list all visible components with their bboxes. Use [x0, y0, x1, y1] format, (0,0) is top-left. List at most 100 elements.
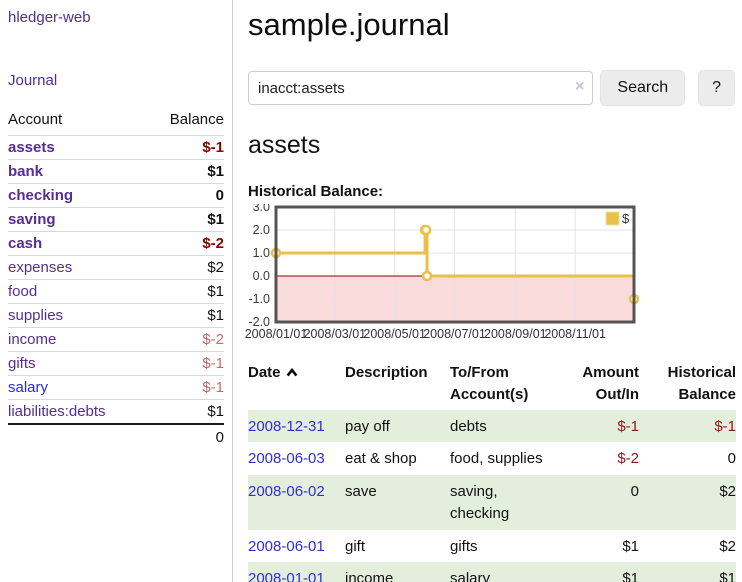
svg-text:1.0: 1.0 — [253, 246, 270, 260]
account-row: liabilities:debts $1 — [8, 399, 224, 424]
account-link[interactable]: saving — [8, 207, 147, 232]
account-link[interactable]: cash — [8, 231, 147, 256]
account-link[interactable]: checking — [8, 183, 147, 208]
account-heading: assets — [248, 131, 321, 159]
transaction-balance: $2 — [719, 483, 736, 500]
historical-balance-chart: $3.0 2.0 1.0 0.0 -1.0 -2.0 2008/01/01 2008/03/0… — [241, 200, 641, 344]
svg-text:2008/09/01: 2008/09/01 — [484, 327, 547, 341]
transaction-amount: 0 — [630, 483, 639, 500]
legend-label: $ — [622, 211, 630, 226]
transaction-balance: $-1 — [714, 417, 736, 435]
transaction-row: 2008-12-31 pay off debts $-1 $-1 — [248, 409, 736, 443]
account-row: saving $1 — [8, 207, 224, 232]
accounts-header-row: Account Balance — [8, 109, 224, 136]
svg-text:2008/11/01: 2008/11/01 — [544, 327, 606, 341]
page-title: sample.journal — [248, 7, 450, 42]
app-title-link[interactable]: hledger-web — [8, 9, 91, 26]
transaction-row: 2008-06-01 gift gifts $1 $2 — [248, 530, 736, 563]
nav-journal-link[interactable]: Journal — [8, 72, 58, 89]
account-row: cash $-2 — [8, 231, 224, 256]
transaction-amount: $-1 — [617, 417, 639, 435]
register-header-date-label: Date — [248, 364, 281, 381]
account-row: supplies $1 — [8, 303, 224, 328]
accounts-header-account: Account — [8, 111, 63, 128]
svg-text:-1.0: -1.0 — [248, 292, 270, 306]
accounts-header-balance: Balance — [169, 111, 224, 128]
account-balance: $-1 — [146, 135, 224, 160]
register-header-amount: Amount Out/In — [582, 364, 639, 403]
account-balance: $1 — [146, 399, 224, 424]
account-link[interactable]: gifts — [8, 351, 147, 376]
account-balance: $-2 — [146, 231, 224, 256]
accounts-table: Account Balance assets $-1 bank $1 checking 0… — [8, 109, 224, 450]
transaction-row: 2008-06-03 eat & shop food, supplies $-2 0 — [248, 442, 736, 475]
transaction-balance: 0 — [727, 450, 736, 468]
svg-text:2008/01/01: 2008/01/01 — [245, 327, 308, 341]
clear-search-icon[interactable]: × — [575, 78, 585, 95]
account-link[interactable]: food — [8, 279, 147, 304]
account-link[interactable]: salary — [8, 375, 147, 400]
account-balance: 0 — [146, 183, 224, 208]
account-link[interactable]: income — [8, 327, 147, 352]
search-input[interactable] — [248, 71, 594, 105]
transaction-row: 2008-06-02 save saving, checking 0 $2 — [248, 475, 736, 530]
help-button[interactable]: ? — [698, 70, 735, 106]
account-row: expenses $2 — [8, 255, 224, 280]
svg-text:3.0: 3.0 — [253, 204, 270, 214]
transaction-description: gift — [345, 537, 366, 555]
transaction-accounts: gifts — [450, 537, 478, 555]
account-row: income $-2 — [8, 327, 224, 352]
transaction-description: income — [345, 570, 394, 582]
account-row: bank $1 — [8, 159, 224, 184]
transaction-date-link[interactable]: 2008-06-01 — [248, 537, 325, 555]
account-link[interactable]: assets — [8, 135, 147, 160]
account-link[interactable]: liabilities:debts — [8, 399, 147, 424]
account-row: assets $-1 — [8, 135, 224, 160]
transaction-accounts: debts — [450, 417, 487, 435]
register-header-balance: Historical Balance — [667, 364, 736, 403]
accounts-total-value: 0 — [146, 423, 224, 450]
transaction-date-link[interactable]: 2008-12-31 — [248, 417, 325, 435]
transaction-description: pay off — [345, 417, 390, 435]
register-header-row: Date Description To/From Account(s) Amou… — [248, 360, 736, 410]
register-header-date[interactable]: Date — [248, 360, 345, 410]
transaction-row: 2008-01-01 income salary $1 $1 — [248, 562, 736, 582]
svg-text:2008/05/01: 2008/05/01 — [363, 327, 426, 341]
search-button[interactable]: Search — [600, 70, 686, 106]
transaction-description: eat & shop — [345, 450, 417, 468]
register-table: Date Description To/From Account(s) Amou… — [248, 360, 736, 582]
register-header-accounts: To/From Account(s) — [450, 364, 529, 403]
svg-text:-2.0: -2.0 — [248, 315, 270, 329]
transaction-accounts: food, supplies — [450, 450, 543, 468]
account-link[interactable]: supplies — [8, 303, 147, 328]
register-header-description: Description — [345, 364, 428, 381]
transaction-balance: $1 — [719, 570, 736, 582]
svg-text:0.0: 0.0 — [253, 269, 270, 283]
account-row: salary $-1 — [8, 375, 224, 400]
legend-swatch — [605, 211, 620, 226]
search-form: × Search ? — [248, 70, 735, 106]
svg-text:2008/07/01: 2008/07/01 — [423, 327, 486, 341]
transaction-date-link[interactable]: 2008-06-02 — [248, 483, 325, 500]
sort-ascending-icon — [286, 362, 298, 384]
account-balance: $-1 — [146, 375, 224, 400]
account-balance: $1 — [146, 207, 224, 232]
svg-text:2.0: 2.0 — [253, 223, 270, 237]
search-box: × — [248, 71, 594, 105]
account-balance: $-2 — [146, 327, 224, 352]
account-balance: $-1 — [146, 351, 224, 376]
account-row: food $1 — [8, 279, 224, 304]
account-balance: $1 — [146, 303, 224, 328]
transaction-date-link[interactable]: 2008-06-03 — [248, 450, 325, 468]
account-row: checking 0 — [8, 183, 224, 208]
transaction-accounts: saving, checking — [450, 483, 510, 522]
account-link[interactable]: expenses — [8, 255, 147, 280]
account-link[interactable]: bank — [8, 159, 147, 184]
transaction-accounts: salary — [450, 570, 491, 582]
transaction-description: save — [345, 483, 377, 500]
transaction-date-link[interactable]: 2008-01-01 — [248, 570, 325, 582]
account-balance: $1 — [146, 279, 224, 304]
chart-title: Historical Balance: — [248, 183, 384, 200]
accounts-total-spacer — [8, 423, 147, 450]
